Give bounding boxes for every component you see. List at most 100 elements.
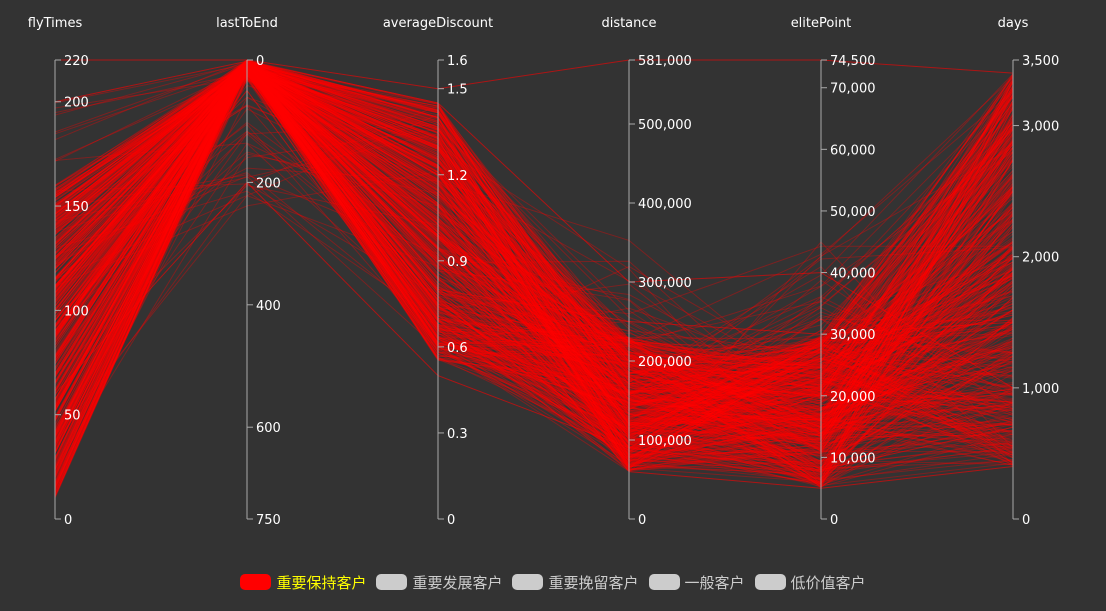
series-line <box>54 61 1014 470</box>
series-line <box>54 60 1014 397</box>
series-line <box>54 62 1014 456</box>
series-line <box>54 70 1014 442</box>
series-line <box>54 77 1014 435</box>
series-line <box>54 69 1014 410</box>
series-line <box>54 61 1014 488</box>
series-line <box>54 61 1014 444</box>
series-line <box>54 71 1014 475</box>
tick-label: 1,000 <box>1022 382 1059 397</box>
series-line <box>54 60 1014 485</box>
legend-item-4[interactable]: 低价值客户 <box>754 572 866 593</box>
series-line <box>54 61 1014 454</box>
series-line <box>54 64 1014 454</box>
series-line <box>54 89 1014 421</box>
series-line <box>54 75 1014 429</box>
series-line <box>54 130 1014 429</box>
series-line <box>54 72 1014 362</box>
legend-label: 一般客户 <box>684 573 745 592</box>
series-line <box>54 61 1014 358</box>
series-line <box>54 68 1014 436</box>
series-line <box>54 69 1014 488</box>
series-line <box>54 67 1014 368</box>
series-line <box>54 59 1014 408</box>
series-line <box>54 61 1014 472</box>
series-line <box>54 65 1014 435</box>
series-line <box>54 66 1014 462</box>
series-line <box>54 70 1014 463</box>
series-line <box>54 67 1014 479</box>
legend-item-3[interactable]: 一般客户 <box>648 572 745 593</box>
series-line <box>54 62 1014 497</box>
series-line <box>54 68 1014 391</box>
series-line <box>54 63 1014 447</box>
series-line <box>54 64 1014 499</box>
series-line <box>54 65 1014 478</box>
series-line <box>54 61 1014 411</box>
series-line <box>54 65 1014 428</box>
series-line <box>54 75 1014 440</box>
series-line <box>54 60 1014 466</box>
tick-label: 400 <box>256 299 281 314</box>
series-line <box>54 61 1014 461</box>
series-line <box>54 63 1014 468</box>
series-line <box>54 67 1014 415</box>
legend-item-2[interactable]: 重要挽留客户 <box>512 572 639 593</box>
series-line <box>54 61 1014 405</box>
series-line <box>54 59 1014 440</box>
series-line <box>54 63 1014 485</box>
series-line <box>54 63 1014 465</box>
series-line <box>54 69 1014 441</box>
series-line <box>54 61 1014 460</box>
series-line <box>54 59 1014 457</box>
series-line <box>54 60 1014 420</box>
series-line <box>54 61 1014 466</box>
legend-item-1[interactable]: 重要发展客户 <box>376 572 502 593</box>
series-line <box>54 66 1014 449</box>
tick-label: 50,000 <box>830 205 876 220</box>
series-line <box>54 60 1014 431</box>
series-line <box>54 62 1014 492</box>
series-line <box>54 61 1014 428</box>
series-line <box>54 60 1014 463</box>
series-line <box>54 61 1014 420</box>
series-line <box>54 63 1014 402</box>
series-line <box>54 73 1014 435</box>
series-line <box>54 70 1014 494</box>
tick-label: 0.3 <box>447 427 468 442</box>
series-line <box>54 72 1014 437</box>
series-line <box>54 63 1014 484</box>
series-line <box>54 70 1014 453</box>
series-line <box>54 65 1014 475</box>
series-line <box>54 78 1014 471</box>
series-line <box>54 60 1014 375</box>
series-line <box>54 73 1014 437</box>
series-line <box>54 65 1014 442</box>
series-line <box>54 60 1014 402</box>
axis-lastToEnd: lastToEnd 0 200 400 600 750 <box>216 16 281 528</box>
series-line <box>54 70 1014 377</box>
series-line <box>54 62 1014 450</box>
series-line <box>54 72 1014 486</box>
series-line <box>54 60 1014 452</box>
tick-label: 0 <box>64 513 72 528</box>
series-line <box>54 75 1014 404</box>
series-line <box>54 64 1014 463</box>
series-line <box>54 61 1014 422</box>
series-line <box>54 62 1014 446</box>
series-line <box>54 76 1014 431</box>
series-line <box>54 62 1014 445</box>
series-line <box>54 61 1014 468</box>
series-line <box>54 181 1014 471</box>
series-line <box>54 70 1014 436</box>
series-line <box>54 62 1014 433</box>
series-line <box>54 61 1014 436</box>
legend-item-0[interactable]: 重要保持客户 <box>240 572 366 593</box>
series-line <box>54 63 1014 427</box>
series-line <box>54 67 1014 494</box>
series-line <box>54 63 1014 450</box>
series-line <box>54 75 1014 454</box>
series-line <box>54 70 1014 486</box>
series-line <box>54 59 1014 474</box>
series-line <box>54 62 1014 449</box>
